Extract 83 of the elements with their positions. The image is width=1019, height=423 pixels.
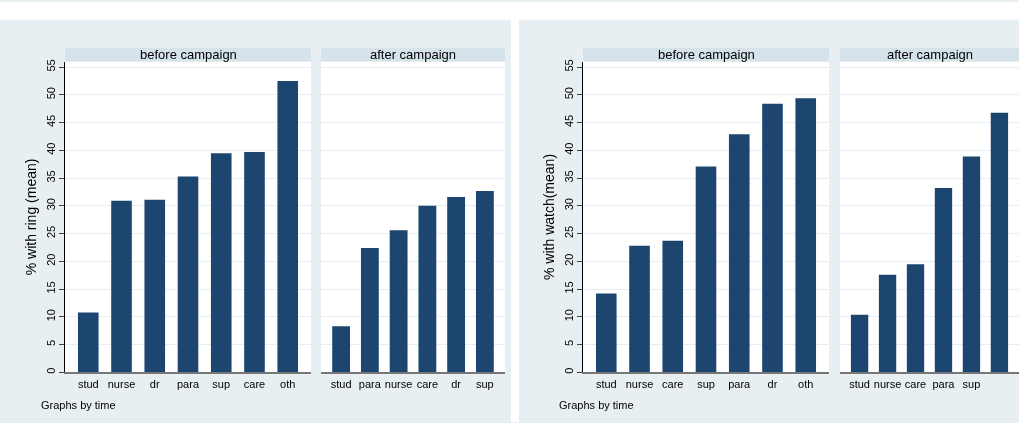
text: Graphs by time <box>559 399 634 411</box>
y-tick-label: 45 <box>44 114 57 128</box>
x-tick-label: sup <box>475 377 494 390</box>
y-tick-label: 15 <box>44 281 57 294</box>
x-tick-label: stud <box>595 377 617 390</box>
bar <box>906 264 925 373</box>
bar <box>360 248 379 373</box>
bar <box>332 326 351 373</box>
x-tick-label: care <box>243 377 266 390</box>
x-tick-label: stud <box>849 377 870 390</box>
y-tick-label: 55 <box>562 59 575 72</box>
x-tick-label: stud <box>330 377 352 390</box>
bar <box>244 152 265 373</box>
x-tick-label: sup <box>697 377 715 390</box>
chart-title: before campaign <box>140 47 237 62</box>
bar <box>850 314 869 373</box>
bar <box>662 240 684 373</box>
x-tick-label: sup <box>212 377 231 390</box>
y-tick-label: 10 <box>44 309 57 322</box>
y-axis-title: % with ring (mean) <box>23 158 40 276</box>
x-tick-label: dr <box>451 377 462 390</box>
y-tick-label: 30 <box>562 198 575 211</box>
text: Graphs by time <box>41 399 116 411</box>
y-tick-label: 40 <box>562 142 575 155</box>
bar <box>447 196 466 373</box>
y-tick-label: 50 <box>44 87 57 100</box>
bar <box>177 176 199 373</box>
bar <box>77 312 99 373</box>
y-tick-label: 5 <box>44 339 57 347</box>
bar <box>795 98 817 373</box>
y-tick-label: 0 <box>562 367 575 374</box>
x-tick-label: care <box>904 377 927 390</box>
chart-title: after campaign <box>370 47 456 62</box>
bar <box>389 230 408 373</box>
y-tick-label: 20 <box>44 253 57 266</box>
x-tick-label: dr <box>149 377 160 390</box>
x-tick-label: para <box>358 377 382 390</box>
x-tick-label: oth <box>280 377 296 390</box>
x-tick-label: nurse <box>873 377 902 390</box>
y-tick-label: 50 <box>562 87 575 100</box>
y-tick-label: 25 <box>44 225 57 239</box>
x-tick-label: stud <box>77 377 99 390</box>
x-tick-label: care <box>416 377 439 390</box>
bar <box>878 274 897 373</box>
bar <box>728 134 750 373</box>
bar <box>934 188 953 373</box>
bar <box>990 112 1009 373</box>
x-tick-label: sup <box>962 377 981 390</box>
bar <box>762 103 783 373</box>
y-tick-label: 45 <box>562 114 575 128</box>
bar <box>695 166 717 373</box>
x-tick-label: oth <box>798 377 814 390</box>
bar <box>418 205 437 373</box>
x-tick-label: nurse <box>107 377 136 390</box>
y-tick-label: 40 <box>44 142 57 155</box>
y-tick-label: 25 <box>562 225 575 239</box>
bar <box>210 153 232 373</box>
y-axis-title: % with watch(mean) <box>541 153 558 280</box>
x-tick-label: care <box>662 377 684 390</box>
y-tick-label: 30 <box>44 198 57 211</box>
y-tick-label: 15 <box>562 281 575 294</box>
y-tick-label: 0 <box>44 367 57 374</box>
y-tick-label: 35 <box>44 170 57 183</box>
bar <box>475 190 494 373</box>
y-tick-label: 35 <box>562 170 575 183</box>
y-tick-label: 10 <box>562 309 575 322</box>
chart-title: before campaign <box>658 47 755 62</box>
y-tick-label: 20 <box>562 253 575 266</box>
x-tick-label: para <box>176 377 200 390</box>
bar <box>277 80 299 373</box>
bar <box>111 200 132 373</box>
bar <box>629 245 650 373</box>
bar <box>144 199 166 373</box>
bar <box>962 156 981 373</box>
chart-title: after campaign <box>887 47 973 62</box>
x-tick-label: nurse <box>625 377 654 390</box>
x-tick-label: nurse <box>384 377 413 390</box>
y-tick-label: 55 <box>44 59 57 72</box>
bar <box>595 293 617 373</box>
y-tick-label: 5 <box>562 339 575 347</box>
x-tick-label: para <box>932 377 956 390</box>
x-tick-label: dr <box>767 377 778 390</box>
x-tick-label: para <box>728 377 752 390</box>
